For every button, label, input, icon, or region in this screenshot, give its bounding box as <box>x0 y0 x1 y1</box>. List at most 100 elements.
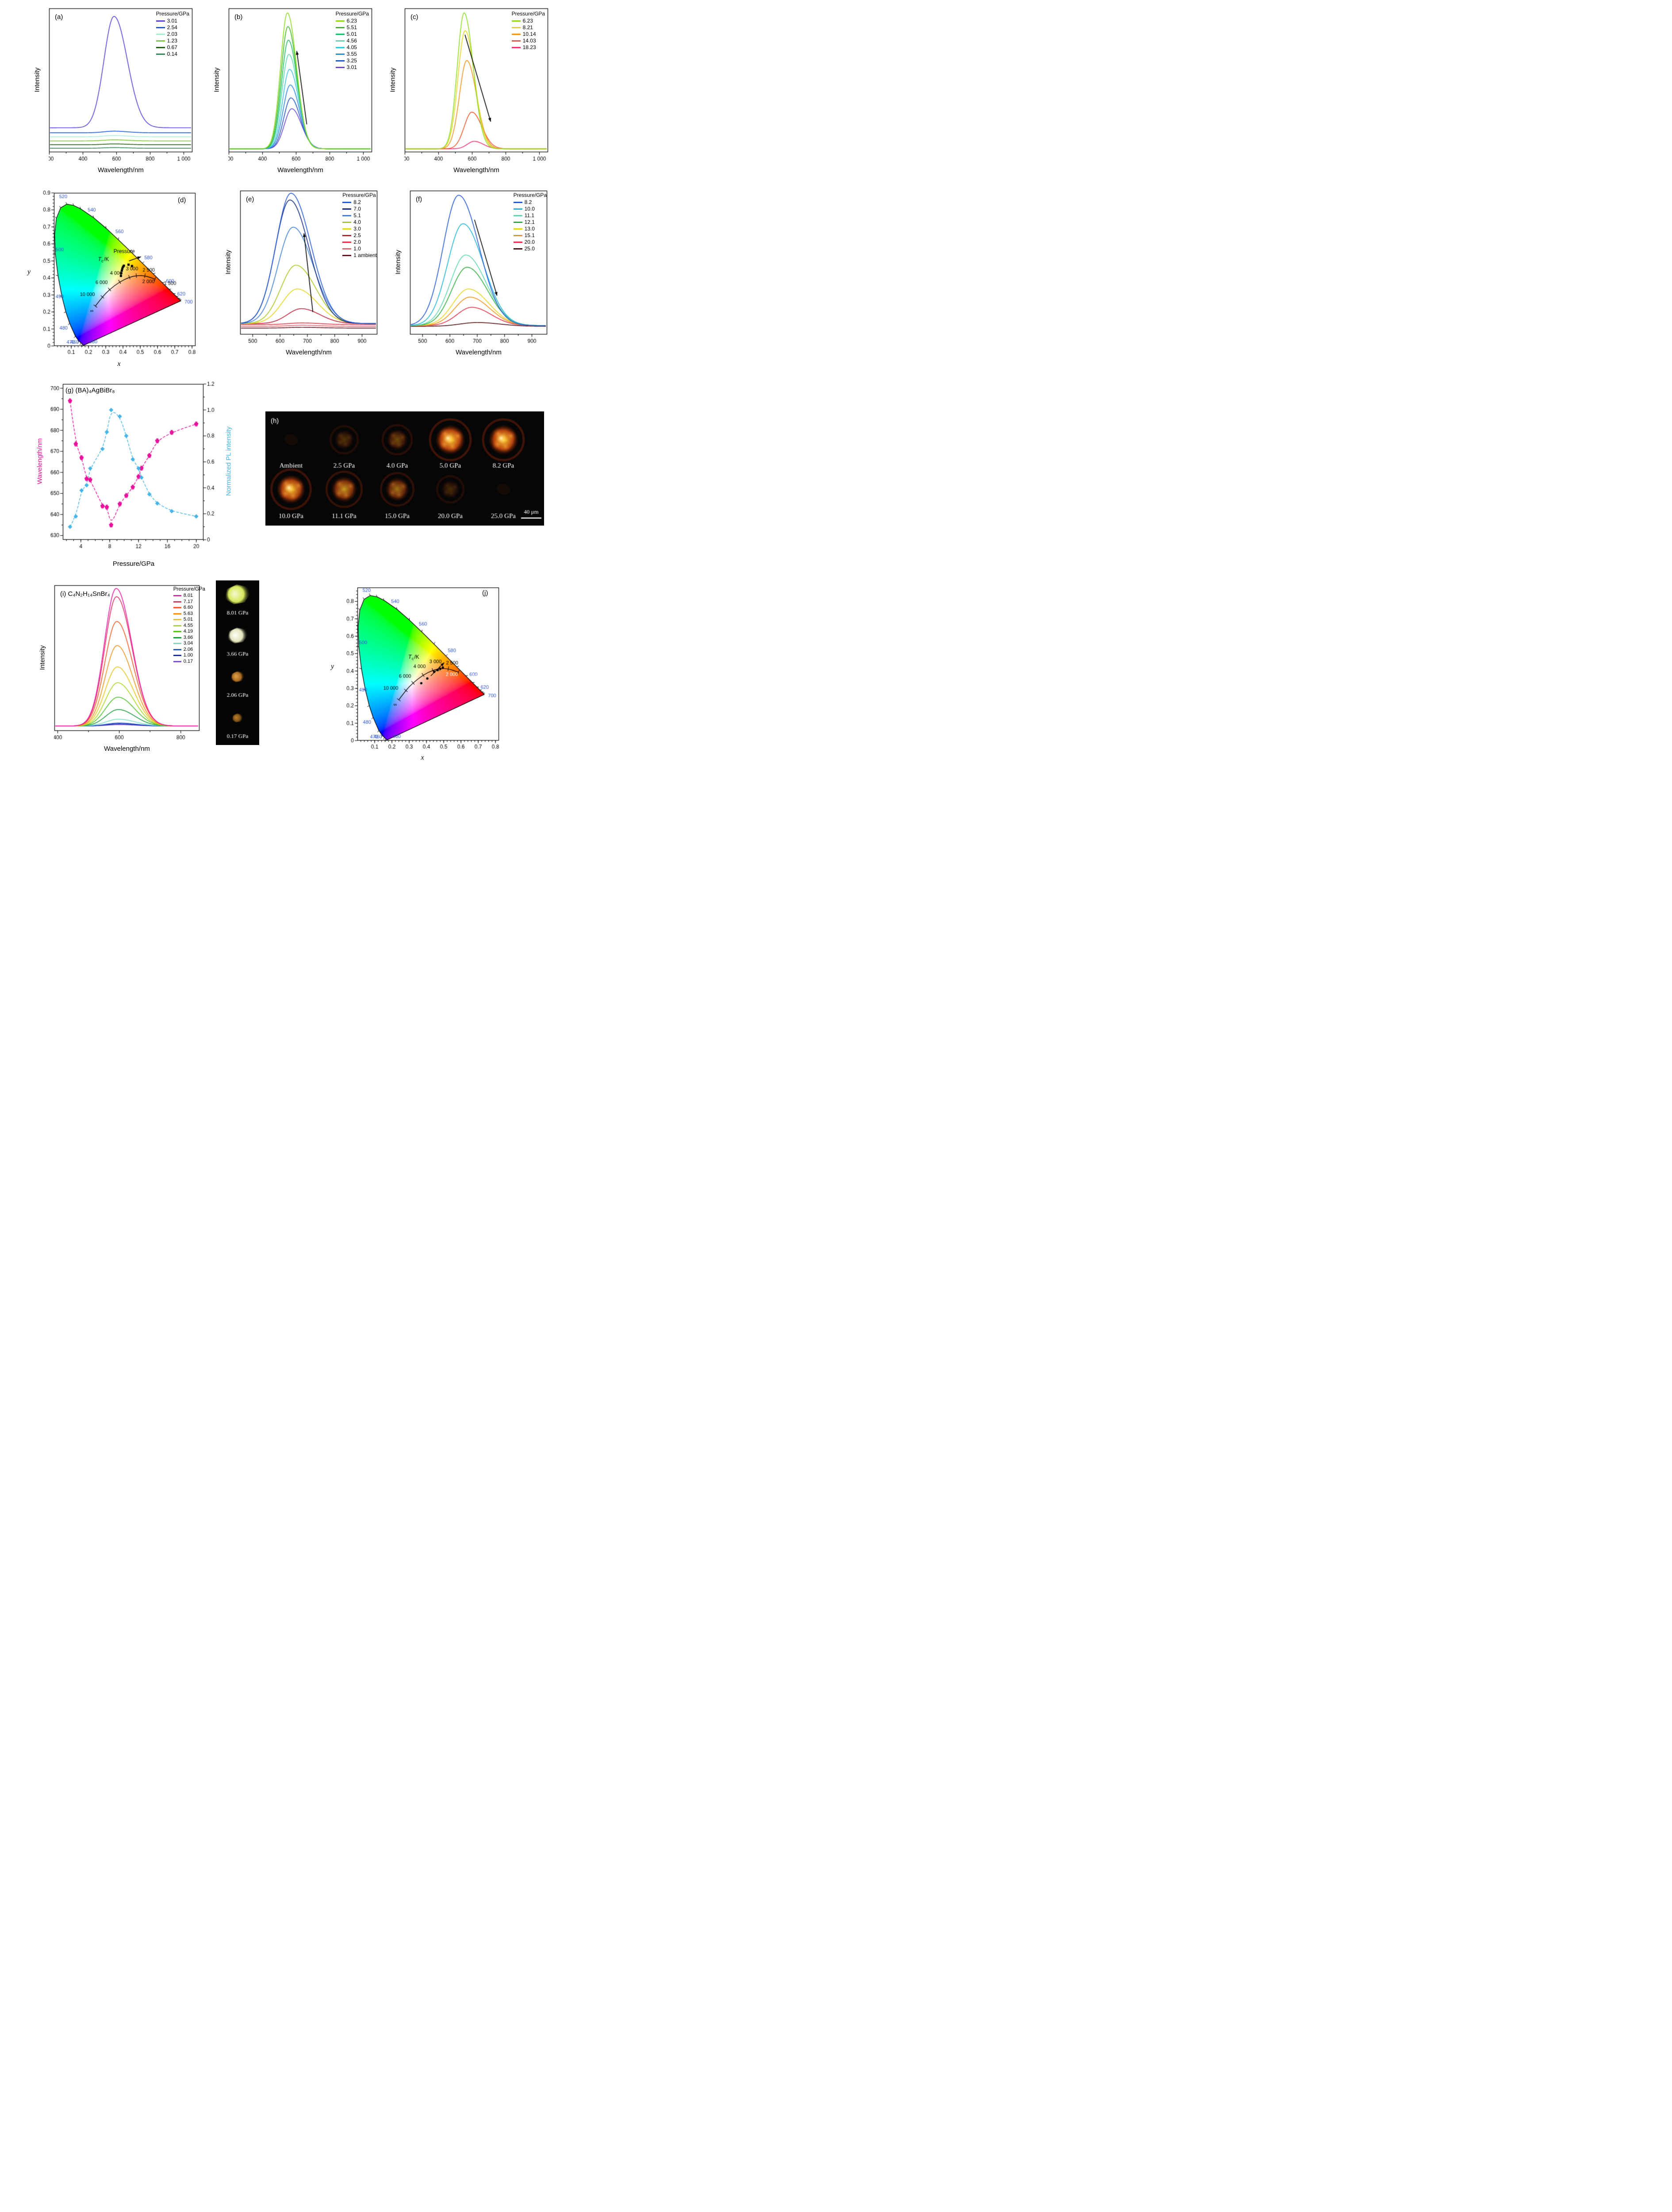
panel-i-letter: (i) <box>60 590 66 598</box>
legend-swatch <box>513 215 522 216</box>
panel-g-right-axis-label: Normalized PL intensity <box>225 426 233 496</box>
panel-i-x-axis-label: Wavelength/nm <box>104 745 150 753</box>
legend-label: 12.1 <box>524 219 535 225</box>
panel-g-left-axis-label: Wavelength/nm <box>36 438 44 484</box>
panel-i: Intensity (i) C₄N₂H₁₄SnBr₄ Pressure/GPa 8… <box>33 580 210 761</box>
legend-item: 2.0 <box>342 239 377 246</box>
legend-swatch <box>511 40 521 42</box>
legend-title: Pressure/GPa <box>342 192 376 198</box>
panel-b-x-axis-label: Wavelength/nm <box>277 166 323 174</box>
legend-item: 15.1 <box>513 232 547 239</box>
legend-title: Pressure/GPa <box>173 587 205 592</box>
panel-a-x-axis-label: Wavelength/nm <box>98 166 144 174</box>
panel-f: Intensity (f) Pressure/GPa 8.2 10.0 11.1 12.… <box>387 186 552 372</box>
legend-label: 8.01 <box>183 593 193 598</box>
legend-item: 5.63 <box>173 611 205 617</box>
legend-swatch <box>342 208 352 210</box>
legend-swatch <box>173 643 181 645</box>
legend-item: 6.60 <box>173 605 205 611</box>
panel-d-y-axis-label: y <box>27 268 31 276</box>
legend-item: 2.03 <box>156 31 189 38</box>
panel-c-y-axis-label: Intensity <box>389 67 397 92</box>
panel-b-y-axis-label: Intensity <box>213 67 221 92</box>
legend-label: 5.01 <box>346 31 357 37</box>
legend-swatch <box>335 54 345 55</box>
legend-item: 7.0 <box>342 206 377 212</box>
panel-a: Intensity (a) Pressure/GPa 3.01 2.54 2.03 1.… <box>28 4 196 181</box>
legend-label: 1.0 <box>353 246 361 252</box>
panel-g-letter: (g) <box>65 387 74 394</box>
panel-i-y-axis-label: Intensity <box>38 645 46 670</box>
legend-label: 5.1 <box>353 212 361 219</box>
legend-label: 6.60 <box>183 605 193 610</box>
panel-f-x-axis-label: Wavelength/nm <box>456 349 502 356</box>
legend-item: 7.17 <box>173 599 205 605</box>
panel-b-legend: Pressure/GPa 6.23 5.51 5.01 4.56 4.05 3.55 3.25… <box>335 11 369 71</box>
panel-i-plot <box>54 585 200 742</box>
panel-g-x-axis-label: Pressure/GPa <box>112 560 155 568</box>
panel-e: Intensity (e) Pressure/GPa 8.2 7.0 5.1 4.0 3.… <box>218 186 382 372</box>
legend-item: 2.5 <box>342 232 377 239</box>
legend-swatch <box>156 54 165 55</box>
legend-item: 5.01 <box>173 617 205 623</box>
legend-swatch <box>173 631 181 633</box>
legend-swatch <box>156 47 165 48</box>
legend-swatch <box>511 34 521 35</box>
legend-item: 4.0 <box>342 219 377 226</box>
legend-label: 2.0 <box>353 239 361 245</box>
legend-label: 6.23 <box>346 18 357 24</box>
panel-c-letter: (c) <box>410 13 418 21</box>
legend-label: 8.21 <box>522 24 533 31</box>
legend-item: 8.2 <box>342 199 377 206</box>
legend-item: 2.54 <box>156 24 189 31</box>
legend-item: 13.0 <box>513 226 547 232</box>
figure-page: Intensity (a) Pressure/GPa 3.01 2.54 2.03 1.… <box>0 0 557 763</box>
legend-swatch <box>511 20 521 22</box>
legend-swatch <box>513 202 522 203</box>
legend-label: 25.0 <box>524 246 535 252</box>
legend-swatch <box>342 202 352 203</box>
panel-g: Wavelength/nm (g) (BA)₄AgBiBr₈ Normalize… <box>18 375 243 574</box>
legend-label: 6.23 <box>522 18 533 24</box>
legend-item: 3.25 <box>335 58 369 64</box>
legend-label: 5.01 <box>183 617 193 622</box>
legend-swatch <box>156 34 165 35</box>
legend-item: 3.66 <box>173 635 205 641</box>
panel-d-x-axis-label: x <box>117 360 121 368</box>
panel-f-letter: (f) <box>416 196 422 203</box>
legend-swatch <box>342 228 352 230</box>
legend-title: Pressure/GPa <box>335 11 369 17</box>
legend-label: 0.14 <box>167 51 177 57</box>
panel-i-legend: Pressure/GPa 8.01 7.17 6.60 5.63 5.01 4.55 4.19… <box>173 587 205 664</box>
legend-swatch <box>173 595 181 597</box>
legend-label: 11.1 <box>524 212 535 219</box>
legend-label: 4.19 <box>183 629 193 634</box>
panel-e-y-axis-label: Intensity <box>224 250 232 275</box>
legend-item: 1.0 <box>342 246 377 252</box>
panel-f-legend: Pressure/GPa 8.2 10.0 11.1 12.1 13.0 15.1 20.0 2… <box>513 192 547 252</box>
legend-swatch <box>173 649 181 650</box>
legend-label: 3.25 <box>346 58 357 64</box>
panel-a-y-axis-label: Intensity <box>33 67 41 92</box>
panel-j-x-axis-label: x <box>421 754 424 761</box>
legend-swatch <box>513 222 522 223</box>
legend-swatch <box>335 27 345 28</box>
panel-h-microscopy-grid <box>265 411 544 526</box>
legend-item: 1.23 <box>156 38 189 44</box>
legend-item: 10.0 <box>513 206 547 212</box>
legend-label: 2.54 <box>167 24 177 31</box>
legend-swatch <box>173 661 181 662</box>
legend-swatch <box>173 655 181 657</box>
legend-label: 1.23 <box>167 38 177 44</box>
legend-swatch <box>342 222 352 223</box>
legend-item: 4.56 <box>335 38 369 44</box>
legend-swatch <box>342 235 352 236</box>
panel-c-legend: Pressure/GPa 6.23 8.21 10.14 14.03 18.23 <box>511 11 545 51</box>
legend-swatch <box>513 228 522 230</box>
panel-i-crystal-photo-strip <box>216 580 259 745</box>
legend-item: 8.01 <box>173 593 205 599</box>
legend-swatch <box>173 613 181 614</box>
legend-item: 20.0 <box>513 239 547 246</box>
legend-swatch <box>156 27 165 28</box>
legend-item: 1.00 <box>173 653 205 659</box>
